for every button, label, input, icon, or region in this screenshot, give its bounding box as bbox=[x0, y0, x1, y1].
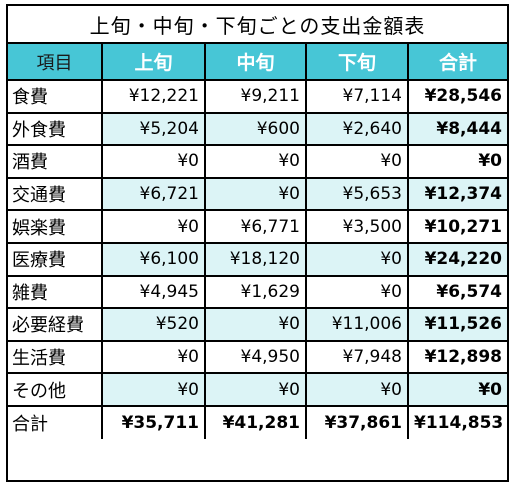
cell-early: ¥6,721 bbox=[101, 176, 206, 212]
header-row: 項目 上旬 中旬 下旬 合計 bbox=[8, 44, 507, 81]
cell-late: ¥0 bbox=[305, 241, 409, 277]
table-row: 酒費 ¥0 ¥0 ¥0 ¥0 bbox=[8, 144, 507, 179]
table-title: 上旬・中旬・下旬ごとの支出金額表 bbox=[8, 6, 507, 44]
expense-table: 項目 上旬 中旬 下旬 合計 食費 ¥12,221 ¥9,211 ¥7,114 … bbox=[8, 44, 507, 439]
header-mid: 中旬 bbox=[204, 44, 307, 81]
cell-late: ¥7,948 bbox=[305, 339, 409, 375]
row-label: その他 bbox=[8, 372, 103, 407]
cell-total: ¥12,374 bbox=[407, 176, 507, 212]
row-label: 生活費 bbox=[8, 339, 103, 375]
cell-total: ¥0 bbox=[407, 144, 507, 179]
expense-table-sheet: 上旬・中旬・下旬ごとの支出金額表 項目 上旬 中旬 下旬 合計 食費 ¥12,2… bbox=[6, 4, 509, 482]
header-early: 上旬 bbox=[101, 44, 206, 81]
cell-mid: ¥0 bbox=[204, 176, 307, 212]
header-item: 項目 bbox=[8, 44, 103, 81]
cell-mid: ¥1,629 bbox=[204, 274, 307, 310]
row-label: 外食費 bbox=[8, 111, 103, 147]
cell-total: ¥8,444 bbox=[407, 111, 507, 147]
table-row: 生活費 ¥0 ¥4,950 ¥7,948 ¥12,898 bbox=[8, 339, 507, 375]
header-late: 下旬 bbox=[305, 44, 409, 81]
cell-late: ¥11,006 bbox=[305, 307, 409, 342]
cell-mid: ¥9,211 bbox=[204, 79, 307, 114]
cell-early: ¥0 bbox=[101, 339, 206, 375]
cell-total: ¥28,546 bbox=[407, 79, 507, 114]
cell-total: ¥0 bbox=[407, 372, 507, 407]
table-row: 外食費 ¥5,204 ¥600 ¥2,640 ¥8,444 bbox=[8, 111, 507, 147]
cell-early: ¥5,204 bbox=[101, 111, 206, 147]
cell-mid: ¥0 bbox=[204, 372, 307, 407]
grand-total-late: ¥37,861 bbox=[305, 404, 409, 439]
cell-mid: ¥6,771 bbox=[204, 209, 307, 244]
cell-late: ¥0 bbox=[305, 144, 409, 179]
cell-mid: ¥18,120 bbox=[204, 241, 307, 277]
table-row: 必要経費 ¥520 ¥0 ¥11,006 ¥11,526 bbox=[8, 307, 507, 342]
cell-total: ¥6,574 bbox=[407, 274, 507, 310]
table-row: 交通費 ¥6,721 ¥0 ¥5,653 ¥12,374 bbox=[8, 176, 507, 212]
table-row: その他 ¥0 ¥0 ¥0 ¥0 bbox=[8, 372, 507, 407]
cell-early: ¥0 bbox=[101, 372, 206, 407]
cell-late: ¥0 bbox=[305, 274, 409, 310]
cell-early: ¥6,100 bbox=[101, 241, 206, 277]
cell-late: ¥0 bbox=[305, 372, 409, 407]
cell-late: ¥3,500 bbox=[305, 209, 409, 244]
cell-early: ¥520 bbox=[101, 307, 206, 342]
table-row: 食費 ¥12,221 ¥9,211 ¥7,114 ¥28,546 bbox=[8, 79, 507, 114]
cell-mid: ¥4,950 bbox=[204, 339, 307, 375]
cell-late: ¥2,640 bbox=[305, 111, 409, 147]
row-label: 雑費 bbox=[8, 274, 103, 310]
cell-late: ¥7,114 bbox=[305, 79, 409, 114]
grand-total-row: 合計 ¥35,711 ¥41,281 ¥37,861 ¥114,853 bbox=[8, 404, 507, 439]
row-label: 娯楽費 bbox=[8, 209, 103, 244]
cell-mid: ¥600 bbox=[204, 111, 307, 147]
cell-mid: ¥0 bbox=[204, 144, 307, 179]
grand-total-mid: ¥41,281 bbox=[204, 404, 307, 439]
cell-total: ¥24,220 bbox=[407, 241, 507, 277]
row-label: 交通費 bbox=[8, 176, 103, 212]
header-total: 合計 bbox=[407, 44, 507, 81]
table-row: 娯楽費 ¥0 ¥6,771 ¥3,500 ¥10,271 bbox=[8, 209, 507, 244]
table-row: 雑費 ¥4,945 ¥1,629 ¥0 ¥6,574 bbox=[8, 274, 507, 310]
row-label: 必要経費 bbox=[8, 307, 103, 342]
table-row: 医療費 ¥6,100 ¥18,120 ¥0 ¥24,220 bbox=[8, 241, 507, 277]
grand-total-early: ¥35,711 bbox=[101, 404, 206, 439]
cell-early: ¥12,221 bbox=[101, 79, 206, 114]
grand-total-total: ¥114,853 bbox=[407, 404, 507, 439]
row-label: 食費 bbox=[8, 79, 103, 114]
cell-total: ¥10,271 bbox=[407, 209, 507, 244]
cell-early: ¥4,945 bbox=[101, 274, 206, 310]
cell-total: ¥11,526 bbox=[407, 307, 507, 342]
cell-early: ¥0 bbox=[101, 144, 206, 179]
cell-early: ¥0 bbox=[101, 209, 206, 244]
cell-late: ¥5,653 bbox=[305, 176, 409, 212]
cell-mid: ¥0 bbox=[204, 307, 307, 342]
grand-total-label: 合計 bbox=[8, 404, 103, 439]
row-label: 酒費 bbox=[8, 144, 103, 179]
cell-total: ¥12,898 bbox=[407, 339, 507, 375]
row-label: 医療費 bbox=[8, 241, 103, 277]
